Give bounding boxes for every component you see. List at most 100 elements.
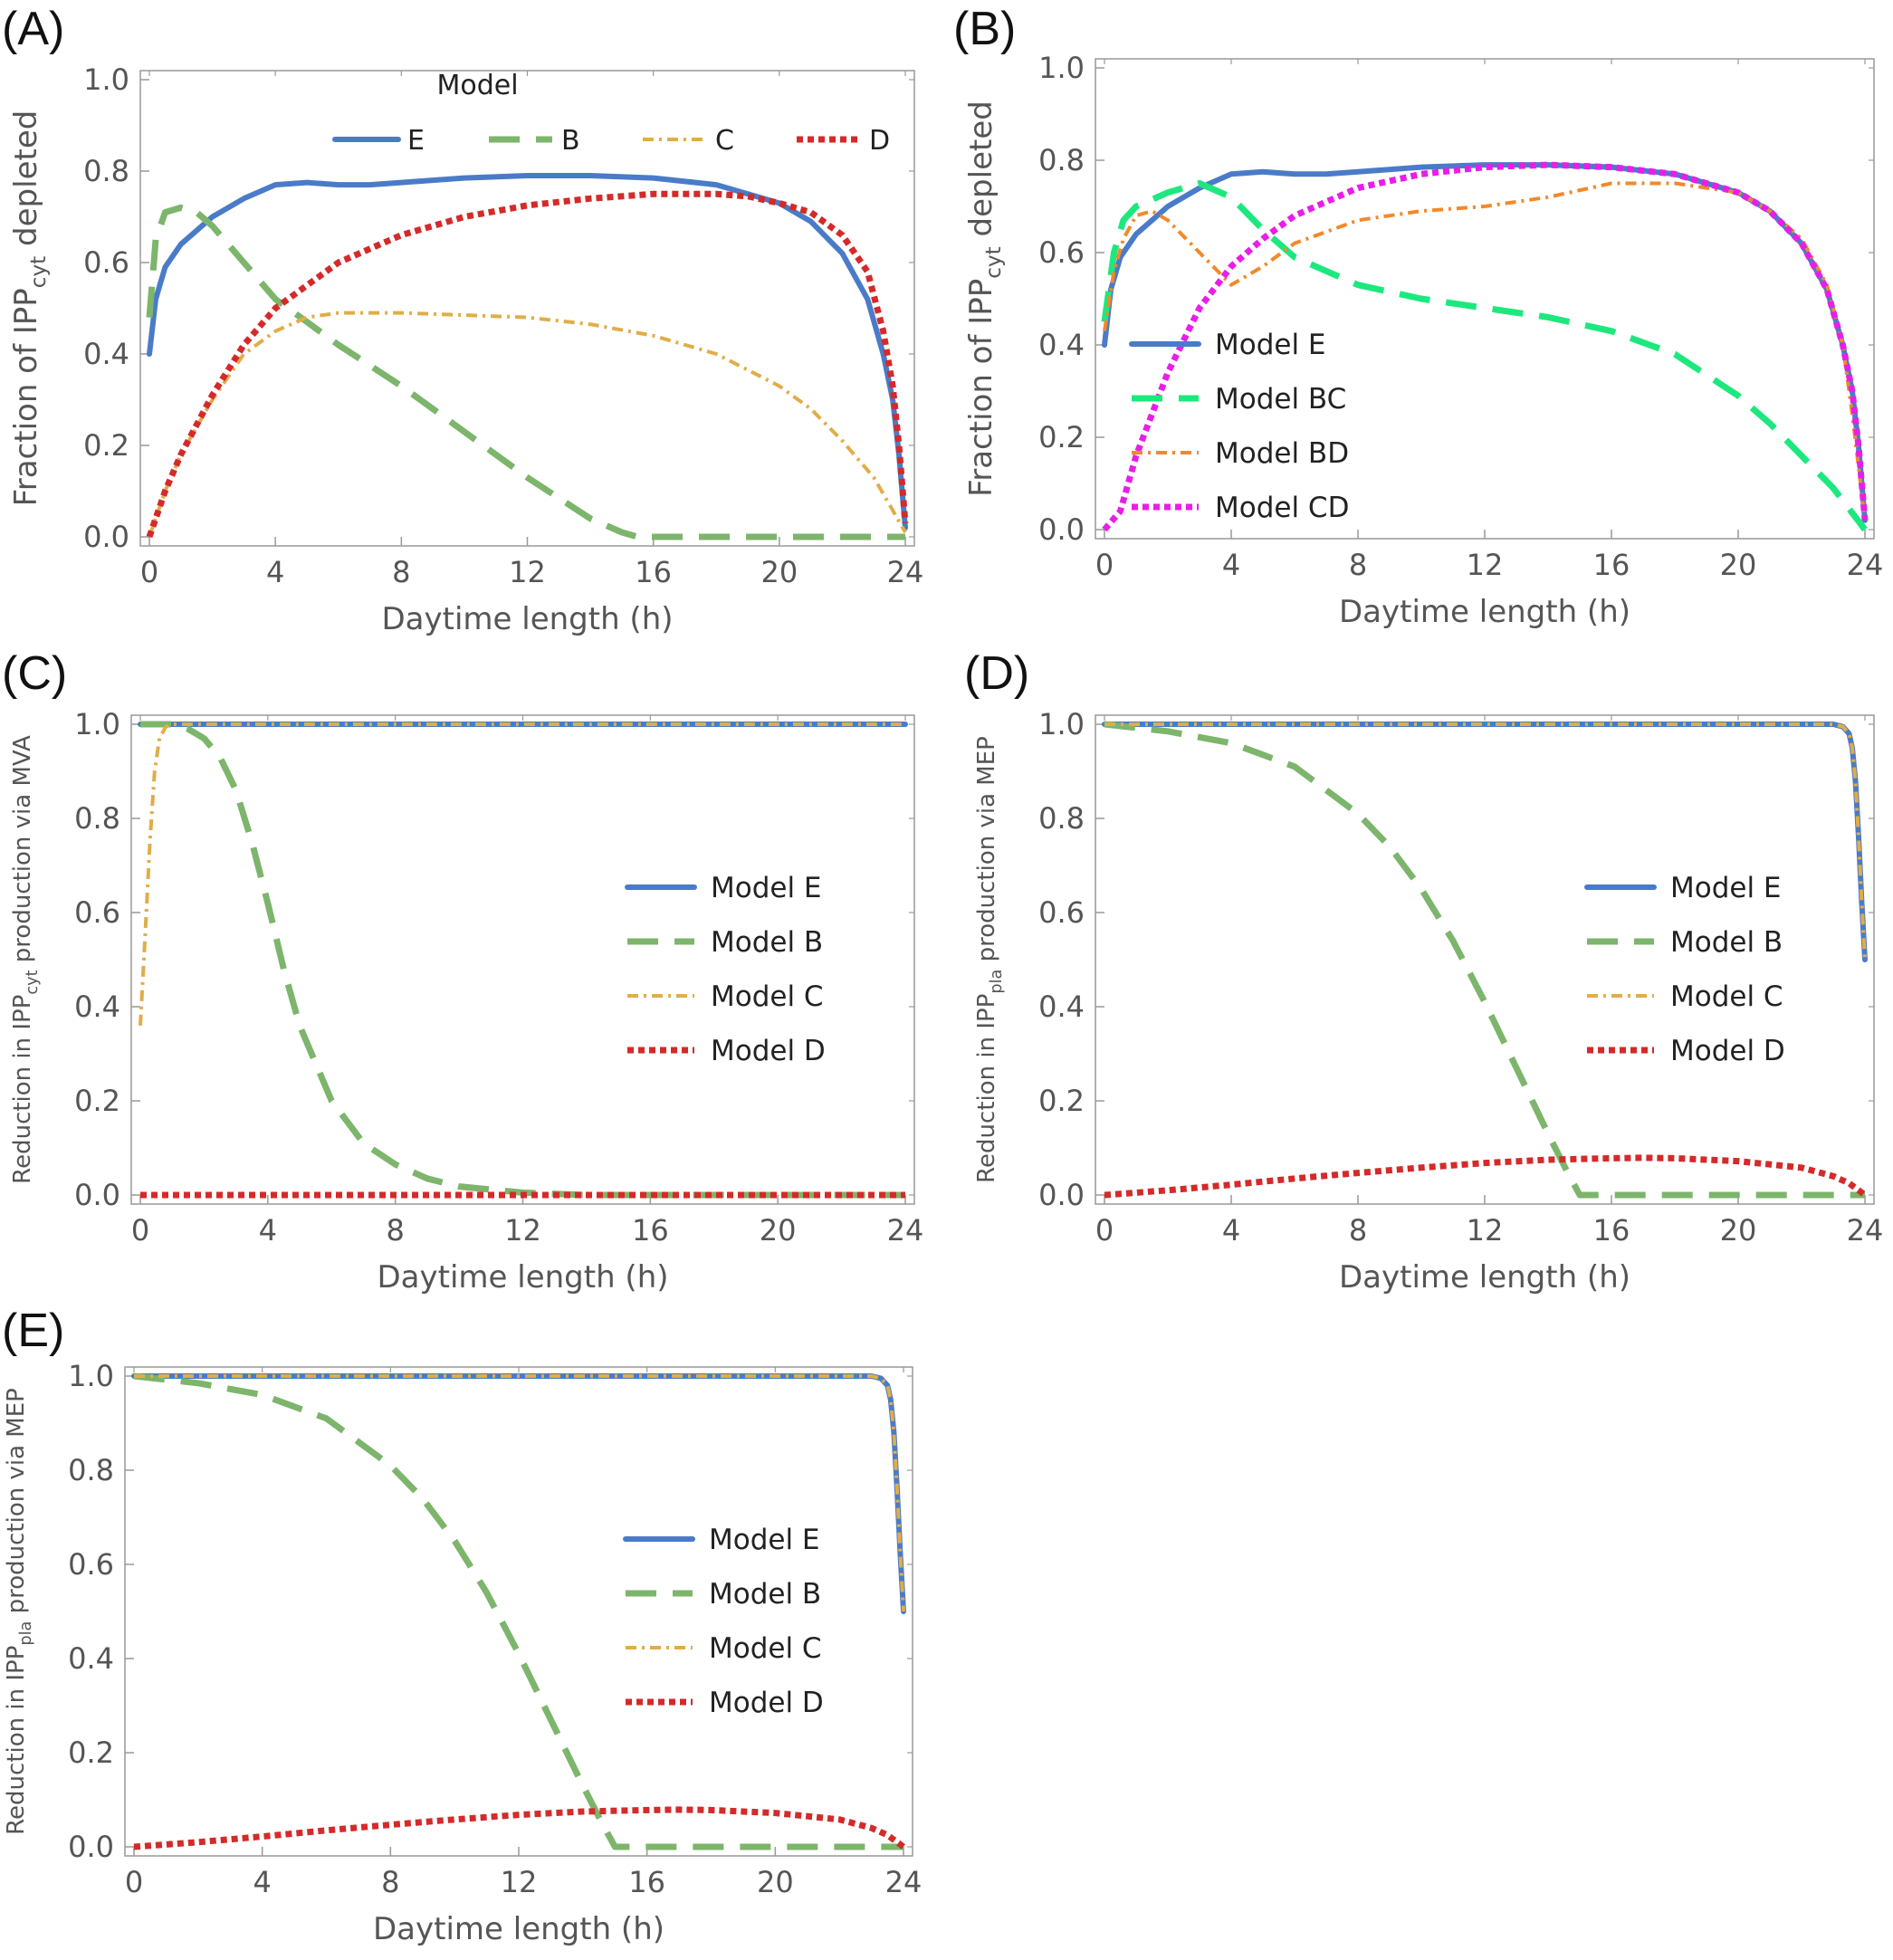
x-tick-label: 8 xyxy=(381,1865,399,1899)
legend-label-b: B xyxy=(561,125,580,157)
y-tick-label: 0.6 xyxy=(1038,895,1085,930)
y-axis-label-tail: depleted xyxy=(963,100,999,246)
panel-label-b: (B) xyxy=(953,3,1017,55)
x-tick-label: 0 xyxy=(1095,1213,1114,1248)
y-tick-label: 0.0 xyxy=(1038,512,1085,547)
y-axis-label-main: Fraction of IPP xyxy=(963,279,999,497)
y-tick-label: 1.0 xyxy=(68,1359,114,1393)
series-line-e xyxy=(147,173,908,531)
y-axis-label: Reduction in IPPpla production via MEP xyxy=(3,1388,35,1835)
series-line-c xyxy=(148,311,907,538)
y-tick-label: 0.8 xyxy=(74,801,120,836)
y-tick-label: 0.2 xyxy=(1038,1084,1085,1118)
y-tick-label: 0.4 xyxy=(83,337,129,371)
legend-c: Model E Model B Model C Model D xyxy=(625,872,826,1067)
y-tick-label: 0.8 xyxy=(1038,143,1085,177)
panel-c: (C) 0 4 8 12 16 20 24 0.0 0.2 0.4 0.6 0.8 1.0 Daytime… xyxy=(0,643,946,1304)
y-tick-label: 0.8 xyxy=(83,154,129,188)
y-axis-label: Fraction of IPPcyt depleted xyxy=(963,100,1006,497)
y-tick-label: 1.0 xyxy=(1038,51,1085,85)
x-tick-label: 20 xyxy=(1720,548,1757,582)
y-axis-label: Fraction of IPPcyt depleted xyxy=(8,110,51,507)
legend-label-e: Model E xyxy=(709,1524,820,1556)
x-tick-label: 4 xyxy=(1222,548,1240,582)
y-tick-label: 1.0 xyxy=(1038,707,1085,741)
panel-d: (D) 0 4 8 12 16 20 24 0.0 0.2 0.4 0.6 0.8 1.0 Daytime… xyxy=(946,643,1893,1304)
x-tick-label: 8 xyxy=(392,555,410,589)
x-tick-label: 20 xyxy=(757,1865,794,1899)
panel-e: (E) 0 4 8 12 16 20 24 0.0 0.2 0.4 0.6 0.8 1.0 Daytime… xyxy=(0,1304,946,1956)
legend-label-b: Model B xyxy=(711,926,823,959)
chart-c: 0 4 8 12 16 20 24 0.0 0.2 0.4 0.6 0.8 1.0 Daytime len… xyxy=(9,707,924,1296)
series-line-d xyxy=(1104,1154,1868,1199)
chart-d: 0 4 8 12 16 20 24 0.0 0.2 0.4 0.6 0.8 1.0 Daytime len… xyxy=(973,707,1884,1296)
y-axis-label-subscript: pla xyxy=(17,1621,35,1646)
legend-label-d: Model D xyxy=(711,1035,826,1067)
panel-a: (A) 0 4 8 12 16 20 24 0.0 0.2 0.4 0.6 0.8 1.0 Daytime… xyxy=(0,0,946,643)
y-tick-label: 1.0 xyxy=(74,707,120,741)
x-tick-label: 20 xyxy=(760,1213,797,1248)
x-tick-label: 24 xyxy=(887,555,924,589)
plot-frame-e xyxy=(124,1366,913,1857)
series-line-bc xyxy=(1101,180,1868,532)
y-axis-label-tail: production via MEP xyxy=(3,1388,30,1621)
x-tick-label: 0 xyxy=(131,1213,149,1248)
legend-label-d: Model D xyxy=(1670,1035,1785,1067)
panel-label-a: (A) xyxy=(2,3,65,55)
x-tick-label: 4 xyxy=(259,1213,277,1248)
plot-frame-d xyxy=(1095,714,1875,1205)
legend-label-e: E xyxy=(407,125,425,157)
series-line-c xyxy=(134,1374,905,1612)
x-tick-label: 12 xyxy=(504,1213,541,1248)
x-tick-label: 0 xyxy=(125,1865,143,1899)
legend-label-b: Model B xyxy=(1670,926,1783,959)
y-tick-label: 0.4 xyxy=(1038,990,1085,1024)
y-tick-label: 0.4 xyxy=(74,990,120,1024)
series-line-d xyxy=(133,1806,906,1850)
series-line-b xyxy=(133,1372,903,1850)
y-tick-label: 0.2 xyxy=(83,428,129,463)
y-axis-label-tail: production via MEP xyxy=(973,736,1000,970)
x-axis-label: Daytime length (h) xyxy=(373,1911,664,1947)
x-tick-label: 24 xyxy=(1847,1213,1884,1248)
series-line-e xyxy=(131,1373,906,1614)
x-tick-label: 4 xyxy=(266,555,284,589)
legend-b: Model E Model BC Model BD Model CD xyxy=(1129,329,1349,524)
x-tick-label: 24 xyxy=(887,1213,924,1248)
y-axis-label: Reduction in IPPcyt production via MVA xyxy=(9,735,42,1184)
y-tick-label: 0.0 xyxy=(74,1178,120,1212)
x-tick-label: 24 xyxy=(1847,548,1884,582)
y-axis-label-tail: depleted xyxy=(8,110,44,256)
x-tick-label: 12 xyxy=(509,555,546,589)
x-tick-label: 12 xyxy=(1467,1213,1504,1248)
x-tick-label: 8 xyxy=(1349,1213,1367,1248)
legend-label-e: Model E xyxy=(1215,329,1326,361)
y-axis-label-main: Fraction of IPP xyxy=(8,288,44,506)
x-tick-label: 0 xyxy=(1095,548,1114,582)
chart-e: 0 4 8 12 16 20 24 0.0 0.2 0.4 0.6 0.8 1.0 Daytime len… xyxy=(3,1359,922,1947)
series-line-b xyxy=(1104,721,1865,1199)
x-tick-label: 16 xyxy=(1593,1213,1630,1248)
legend-label-cd: Model CD xyxy=(1215,492,1349,524)
y-axis-label: Reduction in IPPpla production via MEP xyxy=(973,736,1006,1183)
y-tick-label: 0.0 xyxy=(1038,1178,1085,1212)
y-tick-label: 0.8 xyxy=(1038,801,1085,836)
y-tick-label: 0.6 xyxy=(68,1547,114,1582)
legend-label-c: Model C xyxy=(1670,980,1783,1013)
x-axis-label: Daytime length (h) xyxy=(377,1259,668,1296)
plot-frame-b xyxy=(1095,58,1875,540)
x-tick-label: 0 xyxy=(140,555,158,589)
x-tick-label: 20 xyxy=(760,555,798,589)
y-tick-label: 0.2 xyxy=(1038,420,1085,454)
series-line-c xyxy=(1104,722,1867,961)
series-line-c xyxy=(139,722,905,1026)
series-line-e xyxy=(1102,162,1868,523)
legend-label-b: Model B xyxy=(709,1578,821,1611)
y-tick-label: 0.2 xyxy=(68,1735,114,1770)
legend-label-bd: Model BD xyxy=(1215,437,1349,470)
x-axis-label: Daytime length (h) xyxy=(1339,594,1630,630)
legend-title: Model xyxy=(436,70,518,101)
y-tick-label: 0.4 xyxy=(1038,328,1085,362)
series-line-cd xyxy=(1102,161,1869,532)
y-axis-label-main: Reduction in IPP xyxy=(973,994,1000,1183)
